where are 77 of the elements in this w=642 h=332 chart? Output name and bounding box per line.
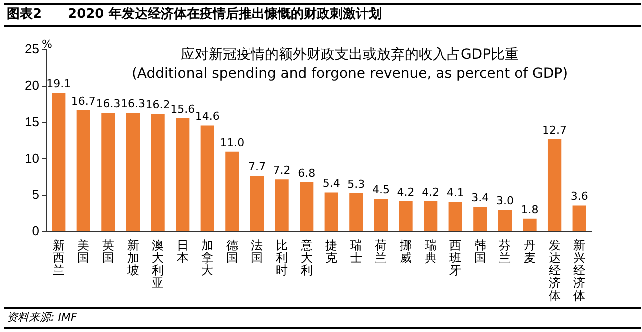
x-tick-label: 澳大利亚 bbox=[152, 238, 164, 290]
data-label: 3.4 bbox=[472, 192, 490, 205]
x-tick-label: 西班牙 bbox=[450, 238, 462, 278]
bar bbox=[474, 207, 488, 232]
data-label: 1.8 bbox=[521, 203, 539, 216]
data-label: 11.0 bbox=[220, 136, 245, 150]
y-tick-label: 10 bbox=[24, 150, 40, 166]
x-tick-label: 美国 bbox=[78, 238, 90, 266]
bar bbox=[102, 113, 116, 232]
data-label: 4.2 bbox=[422, 186, 440, 199]
x-tick-label: 德国 bbox=[226, 238, 238, 266]
bar bbox=[572, 206, 586, 232]
chart-title: 图表2 2020 年发达经济体在疫情后推出慷慨的财政刺激计划 bbox=[4, 3, 641, 27]
chart-subtitle: 应对新冠疫情的额外财政支出或放弃的收入占GDP比重 bbox=[180, 46, 520, 65]
text: 资料来源: IMF bbox=[4, 307, 641, 329]
bar bbox=[498, 210, 512, 232]
data-label: 16.3 bbox=[96, 98, 121, 111]
data-label: 4.2 bbox=[397, 186, 415, 199]
data-label: 6.8 bbox=[298, 166, 316, 180]
data-label: 4.1 bbox=[446, 186, 464, 200]
bar bbox=[250, 176, 264, 232]
x-tick-label: 捷克 bbox=[326, 238, 338, 266]
x-tick-label: 加拿大 bbox=[202, 238, 214, 278]
x-tick-label: 瑞典 bbox=[424, 238, 437, 266]
y-tick-label: 5 bbox=[32, 187, 40, 202]
bar bbox=[176, 118, 190, 232]
x-tick-label: 英国 bbox=[102, 238, 114, 266]
annotation: (Additional spending and forgone revenue, as percent of GDP) bbox=[130, 65, 570, 84]
data-label: 14.6 bbox=[195, 110, 220, 124]
x-tick-label: 荷兰 bbox=[375, 238, 388, 266]
data-label: 5.3 bbox=[348, 178, 366, 191]
y-tick-label: 0 bbox=[32, 224, 40, 239]
bar bbox=[151, 114, 165, 232]
bar bbox=[275, 180, 289, 232]
bar bbox=[200, 126, 214, 232]
data-label: 19.1 bbox=[46, 77, 72, 90]
data-label: 16.3 bbox=[121, 98, 146, 111]
bar bbox=[424, 201, 438, 232]
data-label: 16.2 bbox=[146, 98, 170, 112]
bar bbox=[399, 201, 413, 232]
data-label: 7.2 bbox=[273, 164, 291, 177]
bar bbox=[226, 152, 240, 232]
x-tick-label: 日本 bbox=[176, 238, 189, 266]
bar bbox=[448, 202, 462, 232]
x-tick-label: 意大利 bbox=[300, 238, 313, 278]
data-label: 7.7 bbox=[248, 160, 266, 174]
x-tick-label: 比利时 bbox=[276, 238, 288, 278]
y-tick-label: 25 bbox=[24, 42, 40, 57]
x-tick-label: 新加坡 bbox=[126, 238, 140, 278]
bar bbox=[523, 218, 537, 232]
x-tick-label: 挪威 bbox=[400, 238, 412, 266]
x-tick-label: 芬兰 bbox=[499, 238, 512, 266]
y-tick-label: 20 bbox=[24, 78, 40, 93]
data-label: 3.0 bbox=[496, 194, 514, 208]
x-tick-label: 瑞士 bbox=[350, 238, 362, 266]
data-label: 15.6 bbox=[170, 102, 196, 116]
y-tick-label: 15 bbox=[24, 114, 40, 130]
x-tick-label: 丹麦 bbox=[524, 238, 536, 266]
x-tick-label: 新西兰 bbox=[52, 238, 65, 278]
bar bbox=[548, 140, 562, 232]
data-label: 4.5 bbox=[372, 184, 390, 197]
x-tick-label: 新兴经济体 bbox=[574, 238, 586, 303]
y-axis-title: % bbox=[42, 38, 52, 51]
bar bbox=[126, 113, 140, 232]
bar bbox=[324, 192, 338, 232]
x-tick-label: 发达经济体 bbox=[548, 238, 561, 303]
data-label: 3.6 bbox=[570, 190, 588, 204]
x-tick-label: 韩国 bbox=[474, 238, 486, 266]
bar bbox=[350, 193, 364, 232]
x-tick-label: 法国 bbox=[251, 238, 264, 266]
data-label: 5.4 bbox=[322, 177, 340, 190]
bar bbox=[300, 182, 314, 232]
bar bbox=[52, 92, 66, 232]
data-label: 16.7 bbox=[71, 94, 96, 108]
data-label: 12.7 bbox=[542, 124, 568, 137]
bar bbox=[76, 110, 90, 232]
bar bbox=[374, 199, 388, 232]
